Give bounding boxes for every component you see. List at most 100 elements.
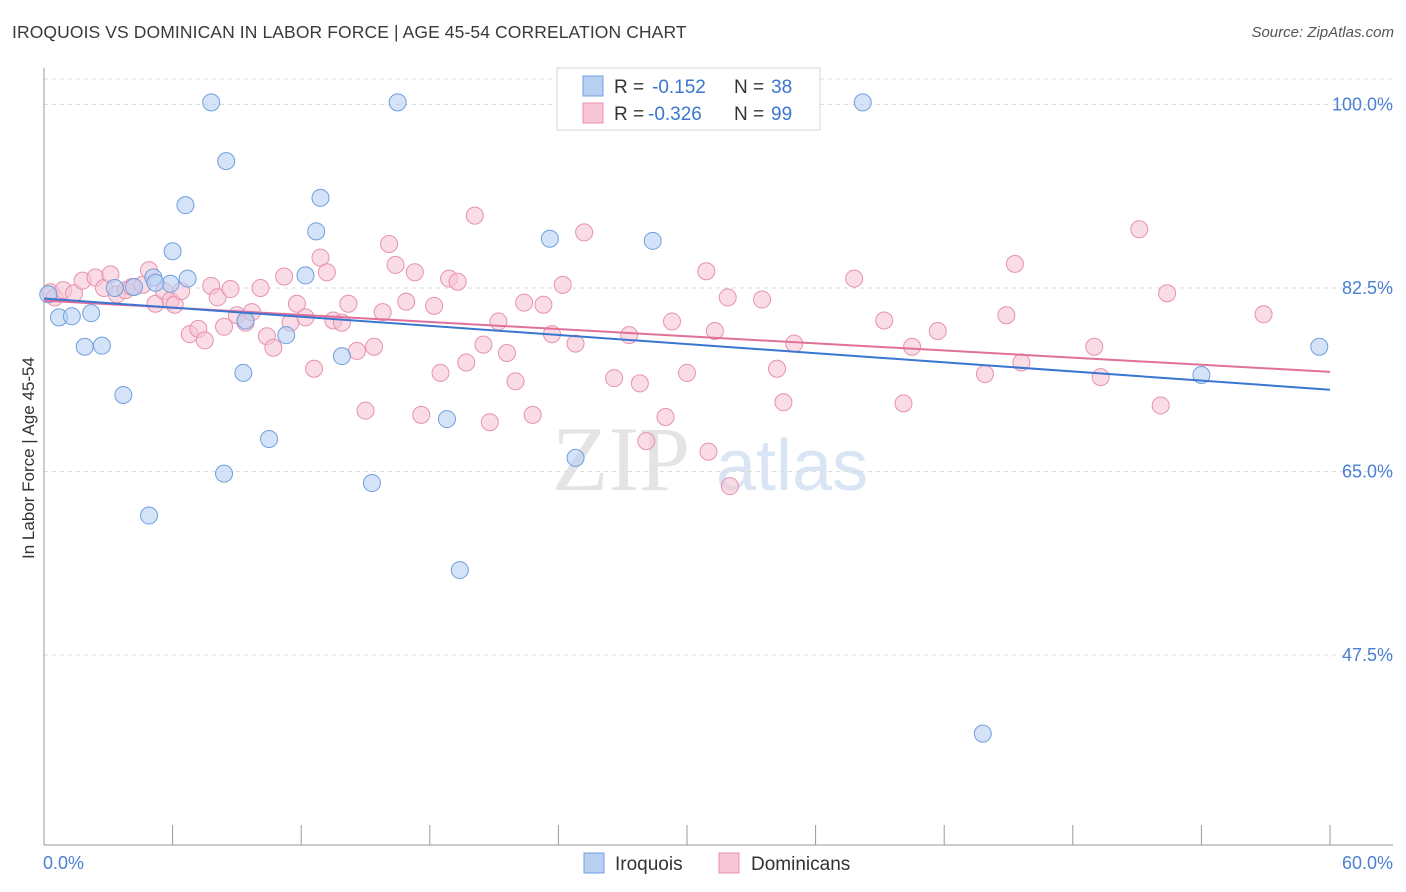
watermark-atlas: atlas	[716, 426, 868, 506]
iroquois-point	[277, 326, 296, 345]
y-tick-label: 47.5%	[1342, 645, 1393, 665]
trend-lines	[43, 297, 1331, 391]
dominican-point	[534, 295, 553, 314]
iroquois-point	[146, 273, 165, 292]
correlation-legend: R = -0.152 N = 38 R = -0.326 N = 99	[556, 67, 821, 131]
iroquois-point	[566, 448, 585, 467]
dominican-point	[489, 312, 508, 331]
dominican-point	[575, 223, 594, 242]
iroquois-point	[296, 266, 315, 285]
x-tick-label-max: 60.0%	[1342, 853, 1393, 873]
iroquois-point	[388, 93, 407, 112]
dominican-point	[975, 364, 994, 383]
iroquois-point	[362, 474, 381, 493]
iroquois-point	[125, 277, 144, 296]
y-tick-label: 65.0%	[1342, 462, 1393, 482]
dominican-point	[339, 294, 358, 313]
dominican-point	[457, 353, 476, 372]
dominican-point	[718, 288, 737, 307]
dominican-point	[448, 272, 467, 291]
dominican-point	[630, 374, 649, 393]
dominican-point	[195, 331, 214, 350]
dominican-point	[347, 341, 366, 360]
legend-n-label-1: N =	[734, 77, 764, 98]
dominican-point	[287, 294, 306, 313]
dominican-point	[875, 311, 894, 330]
iroquois-point	[176, 196, 195, 215]
legend-n-value-1: 38	[771, 77, 792, 98]
dominican-point	[208, 288, 227, 307]
iroquois-point	[540, 229, 559, 248]
legend-n-label-2: N =	[734, 104, 764, 125]
series-legend: Iroquois Dominicans	[583, 852, 850, 875]
legend-n-value-2: 99	[771, 104, 792, 125]
y-tick-labels: 47.5% 65.0% 82.5% 100.0%	[1332, 95, 1393, 666]
iroquois-point	[163, 242, 182, 261]
iroquois-point	[450, 561, 469, 580]
iroquois-trend-line	[43, 297, 1331, 391]
dominican-point	[497, 344, 516, 363]
dominican-point	[697, 262, 716, 281]
axes	[43, 68, 1393, 846]
dominican-point	[506, 372, 525, 391]
iroquois-point	[140, 506, 159, 525]
dominican-point	[365, 337, 384, 356]
dominican-point	[656, 407, 675, 426]
legend-swatch-dominicans	[582, 102, 604, 124]
dominican-point	[768, 359, 787, 378]
dominican-point	[1130, 220, 1149, 239]
dominican-point	[465, 206, 484, 225]
iroquois-point	[437, 410, 456, 429]
dominican-point	[251, 279, 270, 297]
iroquois-point	[643, 231, 662, 250]
dominican-point	[605, 369, 624, 388]
legend-r-value-1: -0.152	[652, 77, 706, 98]
dominican-point	[1005, 254, 1024, 273]
iroquois-point	[1192, 366, 1211, 385]
bottom-legend-swatch-iroquois	[583, 852, 605, 874]
dominican-point	[425, 296, 444, 315]
dominican-point	[785, 334, 804, 353]
iroquois-point	[178, 269, 197, 288]
dominican-point	[705, 321, 724, 340]
dominican-point	[1158, 284, 1177, 303]
iroquois-point	[234, 363, 253, 382]
iroquois-point	[311, 188, 330, 207]
iroquois-point	[105, 279, 124, 297]
iroquois-point	[92, 336, 111, 355]
dominican-point	[221, 280, 240, 299]
bottom-legend-swatch-dominicans	[718, 852, 740, 874]
iroquois-point	[260, 429, 279, 448]
dominican-point	[845, 269, 864, 288]
iroquois-point	[82, 304, 101, 323]
dominican-point	[566, 334, 585, 353]
dominican-point	[774, 393, 793, 412]
y-tick-label: 82.5%	[1342, 278, 1393, 298]
dominican-point	[474, 335, 493, 354]
iroquois-point	[217, 152, 236, 171]
iroquois-point	[236, 311, 255, 330]
dominican-point	[215, 317, 234, 336]
dominican-point	[515, 293, 534, 312]
dominican-point	[903, 337, 922, 356]
legend-r-label-1: R =	[614, 77, 644, 98]
iroquois-point	[114, 385, 133, 404]
dominican-point	[386, 255, 405, 274]
iroquois-point	[1310, 337, 1329, 356]
source-label: Source: ZipAtlas.com	[1251, 24, 1394, 41]
legend-r-label-2: R =	[614, 104, 644, 125]
dominican-point	[699, 442, 718, 461]
bottom-legend-dominicans: Dominicans	[751, 854, 850, 875]
dominican-point	[405, 263, 424, 282]
iroquois-point	[853, 93, 872, 112]
iroquois-point	[215, 464, 234, 483]
dominican-point	[997, 306, 1016, 325]
dominican-point	[412, 405, 431, 424]
dominican-point	[317, 263, 336, 282]
dominican-point	[894, 394, 913, 413]
dominican-point	[356, 401, 375, 420]
dominican-point	[662, 312, 681, 331]
dominican-point	[678, 363, 696, 382]
dominican-point	[373, 303, 392, 322]
